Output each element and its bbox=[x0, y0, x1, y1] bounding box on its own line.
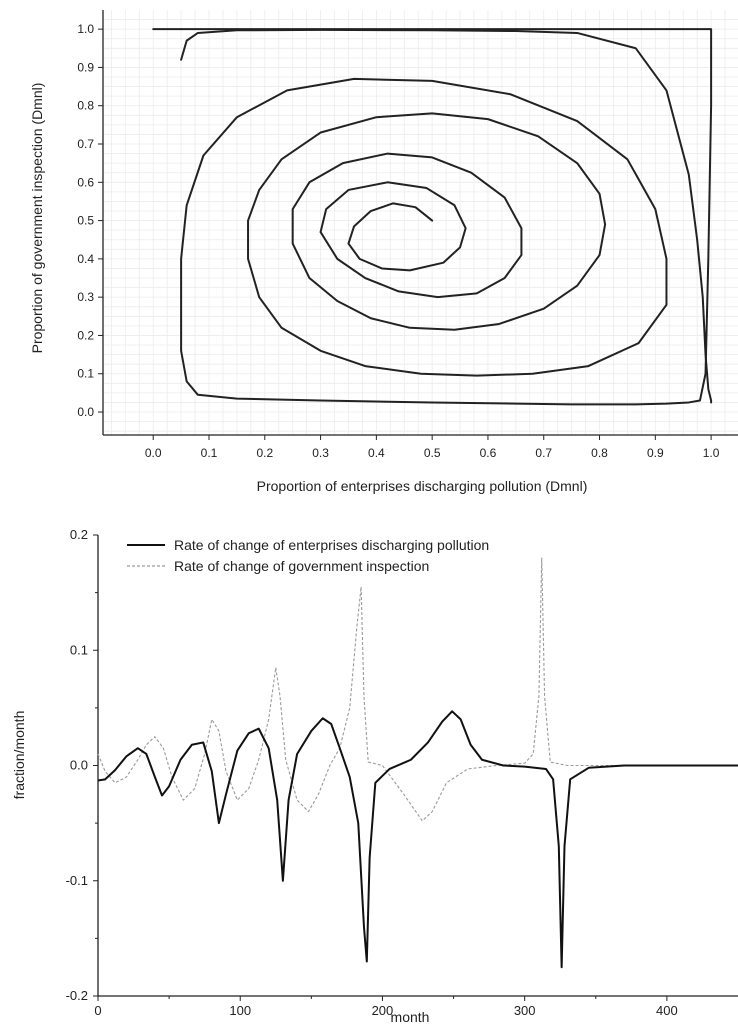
x-tick-label: 0.0 bbox=[145, 446, 162, 460]
phase-plot: 0.0 0.1 0.2 0.3 0.4 0.5 0.6 0.7 0.8 0.9 1.0 0.0 0.1… bbox=[29, 10, 738, 494]
x-tick-label: 0.1 bbox=[201, 446, 218, 460]
x-tick-label: 0 bbox=[94, 1003, 101, 1018]
phase-plot-x-axis-label: Proportion of enterprises discharging po… bbox=[257, 478, 588, 494]
y-tick-label: 0.0 bbox=[77, 405, 94, 419]
phase-plot-axes bbox=[102, 10, 738, 436]
y-tick-label: 0.8 bbox=[77, 99, 94, 113]
phase-plot-series-group bbox=[152, 28, 713, 406]
x-tick-label: 400 bbox=[656, 1003, 678, 1018]
y-tick-label: 0.6 bbox=[77, 175, 94, 189]
x-tick-label: 200 bbox=[372, 1003, 394, 1018]
x-tick-label: 0.2 bbox=[256, 446, 273, 460]
y-tick-label: 0.1 bbox=[70, 642, 88, 657]
y-tick-label: 0.4 bbox=[77, 252, 94, 266]
time-series-x-axis-label: month bbox=[391, 1009, 430, 1025]
phase-plot-y-axis-label: Proportion of government inspection (Dmn… bbox=[29, 83, 45, 354]
series-enterprises-line bbox=[97, 710, 738, 969]
legend-label-government: Rate of change of government inspection bbox=[174, 558, 429, 574]
x-tick-label: 0.4 bbox=[368, 446, 385, 460]
time-series-y-ticks: -0.2 -0.1 0.0 0.1 0.2 bbox=[66, 527, 98, 1003]
y-tick-label: 0.7 bbox=[77, 137, 94, 151]
y-tick-label: 0.2 bbox=[77, 328, 94, 342]
y-tick-label: 0.9 bbox=[77, 60, 94, 74]
time-series-series-group bbox=[97, 557, 738, 969]
y-tick-label: 0.1 bbox=[77, 367, 94, 381]
phase-plot-y-ticks: 0.0 0.1 0.2 0.3 0.4 0.5 0.6 0.7 0.8 0.9 1.0 bbox=[77, 22, 103, 419]
x-tick-label: 300 bbox=[514, 1003, 536, 1018]
phase-trajectory-0 bbox=[152, 28, 713, 406]
time-series-plot: 0 100 200 300 400 -0.2 -0.1 0.0 0.1 0.2 Rate of … bbox=[11, 527, 738, 1025]
y-tick-label: 1.0 bbox=[77, 22, 94, 36]
y-tick-label: 0.0 bbox=[70, 758, 88, 773]
x-tick-label: 0.7 bbox=[535, 446, 552, 460]
x-tick-label: 0.3 bbox=[312, 446, 329, 460]
y-tick-label: 0.3 bbox=[77, 290, 94, 304]
phase-trajectory-1 bbox=[180, 28, 713, 404]
x-tick-label: 0.9 bbox=[647, 446, 664, 460]
y-tick-label: 0.5 bbox=[77, 214, 94, 228]
x-tick-label: 100 bbox=[229, 1003, 251, 1018]
x-tick-label: 0.8 bbox=[591, 446, 608, 460]
x-tick-label: 0.6 bbox=[480, 446, 497, 460]
time-series-y-axis-label: fraction/month bbox=[11, 711, 27, 800]
x-tick-label: 1.0 bbox=[703, 446, 720, 460]
time-series-legend: Rate of change of enterprises dischargin… bbox=[127, 537, 489, 574]
y-tick-label: -0.2 bbox=[66, 988, 88, 1003]
y-tick-label: 0.2 bbox=[70, 527, 88, 542]
phase-plot-x-ticks: 0.0 0.1 0.2 0.3 0.4 0.5 0.6 0.7 0.8 0.9 1.0 bbox=[145, 435, 720, 460]
y-tick-label: -0.1 bbox=[66, 873, 88, 888]
legend-label-enterprises: Rate of change of enterprises dischargin… bbox=[174, 537, 489, 553]
phase-plot-grid bbox=[103, 10, 738, 435]
time-series-x-ticks: 0 100 200 300 400 bbox=[94, 996, 678, 1018]
series-government-line bbox=[97, 557, 738, 822]
x-tick-label: 0.5 bbox=[424, 446, 441, 460]
